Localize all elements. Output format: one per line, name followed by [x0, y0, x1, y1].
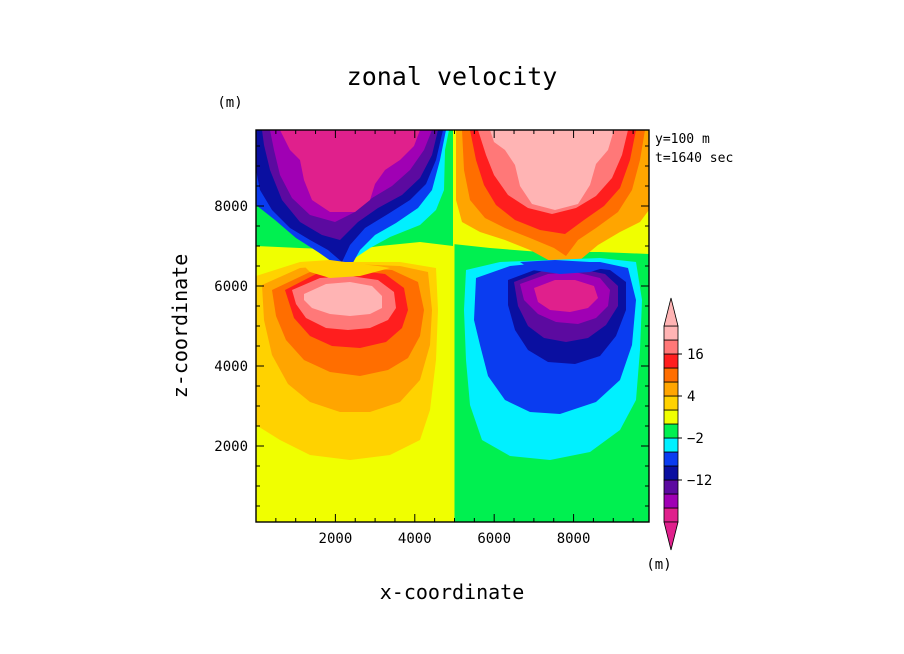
y-axis: 2000 4000 6000 8000: [214, 145, 649, 507]
contour-lower-left-pink: [304, 282, 382, 316]
annotation-y-position: y=100 m: [655, 132, 710, 147]
colorbar-segment: [663, 325, 679, 341]
colorbar-segment: [663, 353, 679, 369]
info-annotations: y=100 m t=1640 sec: [655, 132, 733, 166]
annotation-time: t=1640 sec: [655, 151, 733, 166]
x-axis: 2000 4000 6000 8000: [275, 130, 634, 547]
x-tick-label: 2000: [319, 531, 353, 547]
colorbar-extend-max: [663, 297, 679, 327]
colorbar-label: 4: [687, 389, 695, 405]
colorbar-segment: [663, 507, 679, 523]
colorbar-unit-label: (m): [646, 557, 671, 573]
colorbar-label: 16: [687, 347, 704, 363]
y-axis-label: z-coordinate: [168, 254, 192, 399]
colorbar-extend-min: [663, 521, 679, 551]
colorbar-label: −2: [687, 431, 704, 447]
colorbar-segment: [663, 367, 679, 383]
contour-center-front-left: [300, 260, 390, 278]
x-tick-label: 6000: [477, 531, 511, 547]
y-tick-label: 2000: [214, 439, 248, 455]
colorbar-segment: [663, 437, 679, 453]
x-axis-label: x-coordinate: [380, 580, 525, 604]
y-tick-label: 4000: [214, 359, 248, 375]
colorbar-segment: [663, 409, 679, 425]
y-tick-label: 6000: [214, 279, 248, 295]
colorbar: 16 4 −2 −12: [663, 297, 712, 551]
colorbar-segment: [663, 423, 679, 439]
colorbar-label: −12: [687, 473, 712, 489]
chart-title: zonal velocity: [347, 62, 558, 91]
colorbar-segment: [663, 451, 679, 467]
contour-field: [256, 130, 649, 522]
colorbar-segment: [663, 339, 679, 355]
y-tick-label: 8000: [214, 199, 248, 215]
contour-center-front-right: [520, 260, 610, 274]
colorbar-segment: [663, 479, 679, 495]
x-tick-label: 8000: [557, 531, 591, 547]
contour-lower-right-magenta: [534, 280, 598, 312]
y-unit-label: (m): [217, 95, 242, 111]
contour-upper-right-pink: [490, 130, 614, 210]
colorbar-segment: [663, 395, 679, 411]
x-tick-label: 4000: [398, 531, 432, 547]
contour-upper-left-magenta: [280, 130, 420, 212]
colorbar-segment: [663, 493, 679, 509]
colorbar-segment: [663, 381, 679, 397]
colorbar-segment: [663, 465, 679, 481]
